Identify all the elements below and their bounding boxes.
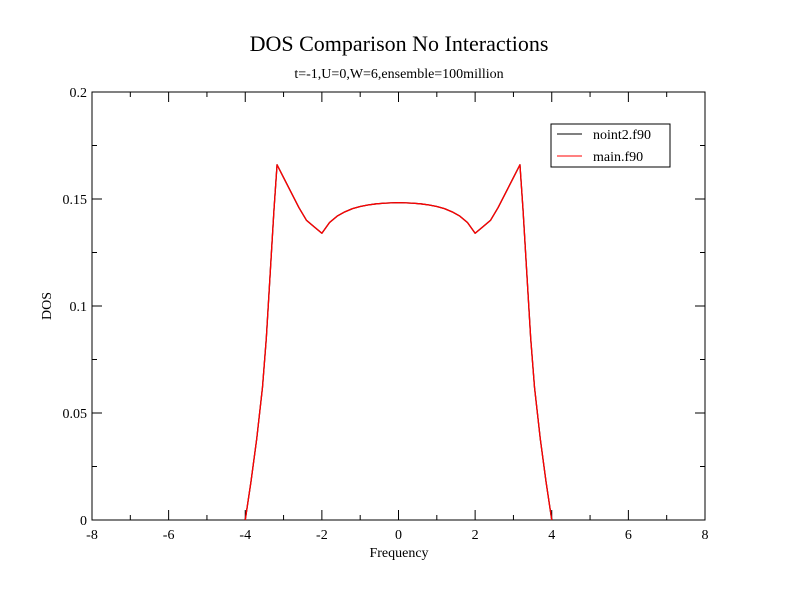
y-tick-label: 0.15 xyxy=(63,193,88,208)
x-axis-label: Frequency xyxy=(369,546,428,561)
y-axis-ticks: 0 0.05 0.1 0.15 0.2 xyxy=(63,86,705,529)
y-tick-label: 0.1 xyxy=(70,300,88,315)
x-tick-label: -6 xyxy=(163,528,175,543)
y-axis-label: DOS xyxy=(40,292,55,320)
y-tick-label: 0.05 xyxy=(63,407,88,422)
legend-label-noint2: noint2.f90 xyxy=(593,128,651,143)
x-tick-label: 0 xyxy=(395,528,402,543)
legend-box xyxy=(550,123,671,168)
x-axis-ticks: -8 -6 -4 -2 0 2 4 6 8 xyxy=(86,92,709,543)
y-tick-label: 0.2 xyxy=(70,86,88,101)
x-tick-label: 6 xyxy=(625,528,632,543)
legend: noint2.f90 main.f90 xyxy=(550,123,671,168)
x-tick-label: -8 xyxy=(86,528,98,543)
chart-title: DOS Comparison No Interactions xyxy=(250,31,549,56)
legend-label-main: main.f90 xyxy=(593,150,643,165)
series-layer xyxy=(244,164,553,521)
series-line-noint2-f90 xyxy=(244,164,553,521)
chart-subtitle: t=-1,U=0,W=6,ensemble=100million xyxy=(294,67,503,82)
series-line-main-f90 xyxy=(244,164,553,521)
x-tick-label: 8 xyxy=(702,528,709,543)
y-tick-label: 0 xyxy=(80,514,87,529)
x-tick-label: -4 xyxy=(239,528,251,543)
x-tick-label: 2 xyxy=(472,528,479,543)
x-tick-label: -2 xyxy=(316,528,328,543)
x-tick-label: 4 xyxy=(548,528,555,543)
